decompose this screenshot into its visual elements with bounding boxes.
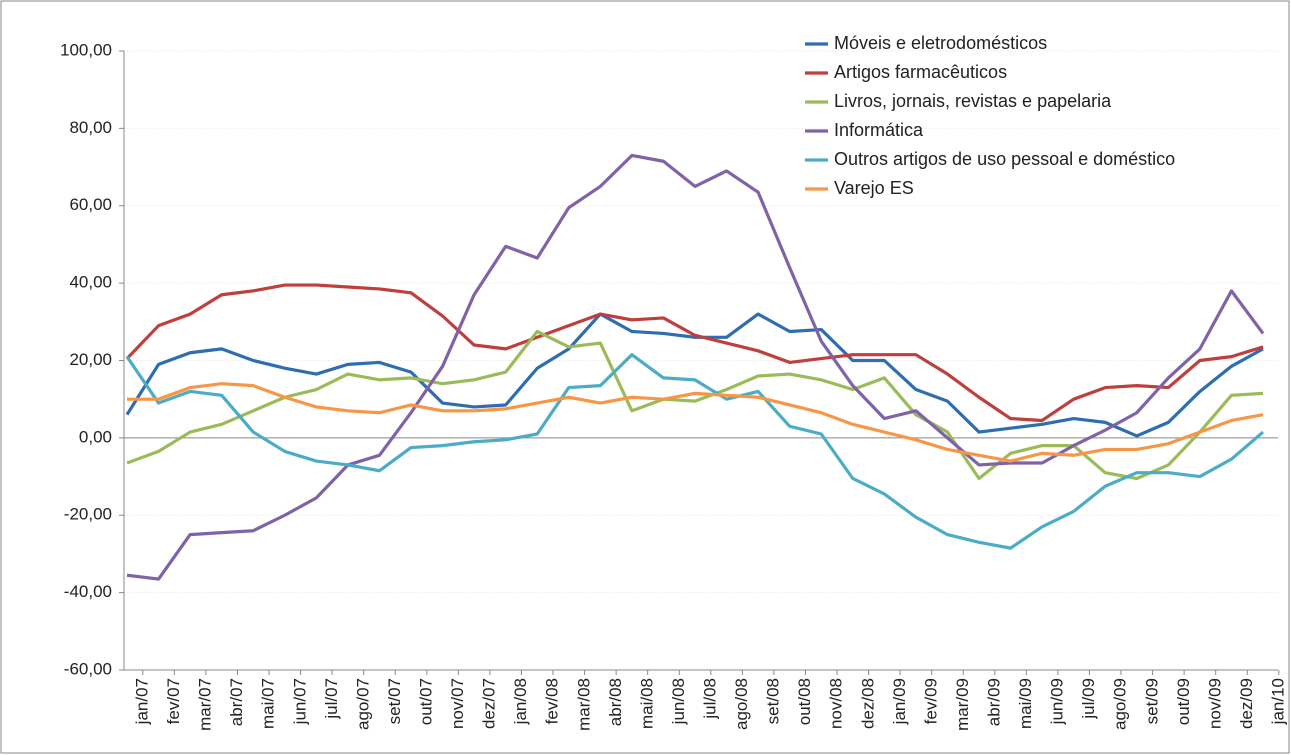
y-tick-label: -60,00	[64, 659, 112, 678]
y-tick-label: 20,00	[69, 350, 112, 369]
series-line	[125, 353, 1265, 550]
series-line	[125, 283, 1264, 423]
x-tick-label: nov/08	[827, 678, 846, 729]
x-tick-label: out/07	[416, 678, 435, 725]
x-tick-label: jan/07	[132, 678, 151, 725]
x-tick-label: ago/09	[1111, 678, 1130, 730]
y-tick-label: 60,00	[69, 195, 112, 214]
x-tick-label: nov/09	[1205, 678, 1224, 729]
x-tick-label: nov/07	[448, 678, 467, 729]
legend-label: Móveis e eletrodomésticos	[834, 33, 1047, 53]
x-tick-label: jan/10	[1268, 678, 1287, 725]
x-tick-label: fev/07	[164, 678, 183, 724]
x-tick-label: mai/09	[1016, 678, 1035, 729]
x-tick-label: fev/09	[921, 678, 940, 724]
x-tick-label: dez/07	[480, 678, 499, 729]
x-tick-label: abr/07	[227, 678, 246, 726]
y-tick-label: 40,00	[69, 273, 112, 292]
y-tick-label: -40,00	[64, 582, 112, 601]
x-tick-label: set/07	[385, 678, 404, 724]
y-tick-label: 0,00	[79, 427, 112, 446]
x-tick-label: mar/09	[953, 678, 972, 731]
x-tick-label: abr/09	[984, 678, 1003, 726]
x-tick-label: jun/08	[669, 678, 688, 725]
series-line	[126, 153, 1265, 581]
x-tick-label: out/08	[795, 678, 814, 725]
x-tick-label: abr/08	[606, 678, 625, 726]
legend-label: Informática	[834, 120, 924, 140]
x-tick-label: dez/09	[1237, 678, 1256, 729]
legend-label: Livros, jornais, revistas e papelaria	[834, 91, 1112, 111]
x-tick-label: jun/07	[290, 678, 309, 725]
x-tick-label: mai/08	[637, 678, 656, 729]
x-tick-label: out/09	[1174, 678, 1193, 725]
x-tick-label: set/09	[1142, 678, 1161, 724]
x-tick-label: jan/08	[511, 678, 530, 725]
legend-label: Varejo ES	[834, 178, 914, 198]
x-tick-label: jul/08	[700, 678, 719, 720]
x-tick-label: jan/09	[890, 678, 909, 725]
x-tick-label: jul/09	[1079, 678, 1098, 720]
x-tick-label: ago/07	[353, 678, 372, 730]
legend: Móveis e eletrodomésticos Artigos farmacê…	[805, 33, 1175, 198]
x-tick-label: mar/08	[574, 678, 593, 731]
legend-label: Artigos farmacêuticos	[834, 62, 1007, 82]
x-tick-label: mai/07	[259, 678, 278, 729]
x-tick-label: mar/07	[196, 678, 215, 731]
legend-label: Outros artigos de uso pessoal e doméstic…	[834, 149, 1175, 169]
x-tick-label: jul/07	[322, 678, 341, 720]
y-tick-label: 80,00	[69, 118, 112, 137]
x-tick-label: jun/09	[1048, 678, 1067, 725]
x-tick-label: fev/08	[543, 678, 562, 724]
y-tick-label: 100,00	[60, 40, 112, 59]
series-line	[127, 382, 1264, 463]
x-tick-label: dez/08	[858, 678, 877, 729]
series-line	[125, 312, 1264, 438]
x-tick-label: set/08	[764, 678, 783, 724]
x-tick-label: ago/08	[732, 678, 751, 730]
y-tick-label: -20,00	[64, 505, 112, 524]
